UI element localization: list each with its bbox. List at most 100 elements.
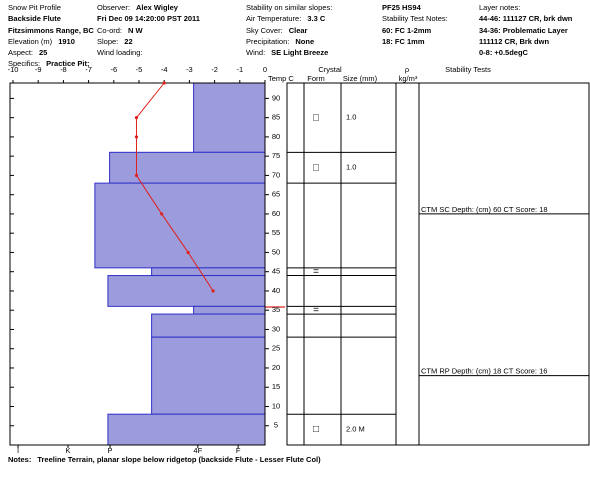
plot-frame xyxy=(9,82,266,446)
field-value: 3.3 C xyxy=(307,14,326,23)
field-value: Fri Dec 09 14:20:00 PST 2011 xyxy=(97,14,200,23)
temperature-point xyxy=(211,289,215,293)
temp-tick-label: -10 xyxy=(8,65,19,74)
hardness-bar xyxy=(151,313,266,338)
field-label: Observer: xyxy=(97,3,130,12)
stability-test: CTM RP Depth: (cm) 18 CT Score: 16 xyxy=(421,367,547,376)
field-value: 60: FC 1-2mm xyxy=(382,26,432,35)
hardness-bar xyxy=(151,336,266,415)
temp-tick-label: -9 xyxy=(35,65,42,74)
field-label: Stability on similar slopes: xyxy=(246,3,332,12)
depth-tick-label: 55 xyxy=(272,228,280,237)
field-label: Specifics: xyxy=(8,59,40,68)
column-header: Size (mm) xyxy=(343,74,378,83)
temp-tick-label: -8 xyxy=(60,65,67,74)
hardness-bar xyxy=(94,182,266,269)
depth-tick-label: 50 xyxy=(272,247,280,256)
field-label: Sky Cover: xyxy=(246,26,283,35)
field-label: Co-ord: xyxy=(97,26,122,35)
grain-form: □ xyxy=(313,424,319,435)
temperature-point xyxy=(134,116,139,120)
temp-tick-label: -5 xyxy=(136,65,143,74)
temp-tick-label: -4 xyxy=(161,65,168,74)
depth-tick-label: 5 xyxy=(274,421,278,430)
field-value: Clear xyxy=(289,26,308,35)
hardness-bar xyxy=(109,151,266,184)
temperature-point xyxy=(186,250,190,255)
stability-test: CTM SC Depth: (cm) 60 CT Score: 18 xyxy=(421,205,548,214)
grain-size: 1.0 xyxy=(346,163,356,172)
depth-tick-label: 30 xyxy=(272,324,280,333)
temp-tick-label: -1 xyxy=(236,65,243,74)
depth-tick-label: 85 xyxy=(272,113,280,122)
field-label: Air Temperature: xyxy=(246,14,301,23)
grain-form: = xyxy=(313,266,319,277)
depth-tick-label: 25 xyxy=(272,344,280,353)
field-value: Alex Wigley xyxy=(136,3,179,12)
field-value: 18: FC 1mm xyxy=(382,37,425,46)
field-label: Snow Pit Profile xyxy=(8,3,61,12)
depth-tick-label: 90 xyxy=(272,93,280,102)
hardness-tick-label: F xyxy=(236,446,241,455)
field-value: None xyxy=(295,37,314,46)
grain-form: □ xyxy=(313,162,319,173)
temp-tick-label: -3 xyxy=(186,65,193,74)
depth-tick-label: 80 xyxy=(272,132,280,141)
depth-tick-label: 35 xyxy=(272,305,280,314)
temperature-point xyxy=(162,81,166,85)
field-value: 1910 xyxy=(58,37,75,46)
depth-tick-label: 75 xyxy=(272,151,280,160)
temp-tick-label: -7 xyxy=(85,65,92,74)
field-value: Fitzsimmons Range, BC xyxy=(8,26,94,35)
hardness-tick-label: I xyxy=(17,446,19,455)
depth-tick-label: 70 xyxy=(272,170,280,179)
footer-label: Notes: xyxy=(8,455,31,464)
field-value: 44-46: 111127 CR, brk dwn xyxy=(479,14,573,23)
column-header: ρ xyxy=(405,65,409,74)
column-header: Stability Tests xyxy=(445,65,491,74)
grain-size: 2.0 M xyxy=(346,425,365,434)
field-label: Precipitation: xyxy=(246,37,289,46)
hardness-bar xyxy=(151,267,266,277)
field-label: Slope: xyxy=(97,37,118,46)
depth-tick-label: 45 xyxy=(272,267,280,276)
field-value: PF25 HS94 xyxy=(382,3,422,12)
temperature-point xyxy=(160,212,164,216)
field-label: Wind: xyxy=(246,48,265,57)
field-label: Wind loading: xyxy=(97,48,142,57)
hardness-bar xyxy=(193,305,266,315)
hardness-bar xyxy=(107,275,266,307)
depth-tick-label: 15 xyxy=(272,382,280,391)
hardness-bar xyxy=(193,82,266,153)
field-value: 22 xyxy=(124,37,132,46)
temp-tick-label: 0 xyxy=(263,65,267,74)
temperature-point xyxy=(134,135,139,139)
depth-tick-label: 65 xyxy=(272,190,280,199)
field-value: 25 xyxy=(39,48,47,57)
temp-tick-label: -6 xyxy=(110,65,117,74)
hardness-bar xyxy=(107,413,266,446)
column-header: Form xyxy=(307,74,325,83)
depth-tick-label: 60 xyxy=(272,209,280,218)
hardness-tick-label: P xyxy=(108,446,113,455)
hardness-tick-label: 4F xyxy=(193,446,202,455)
field-label: Stability Test Notes: xyxy=(382,14,448,23)
field-value: 111112 CR, Brk dwn xyxy=(479,37,549,46)
column-header: Crystal xyxy=(318,65,342,74)
depth-tick-label: 40 xyxy=(272,286,280,295)
field-label: Elevation (m) xyxy=(8,37,53,46)
depth-tick-label: 20 xyxy=(272,363,280,372)
temp-tick-label: -2 xyxy=(211,65,218,74)
temperature-point xyxy=(134,173,139,178)
hardness-tick-label: K xyxy=(66,446,71,455)
field-label: Layer notes: xyxy=(479,3,520,12)
field-value: Practice Pit; xyxy=(46,59,89,68)
field-value: Backside Flute xyxy=(8,14,61,23)
table-frame xyxy=(286,82,590,446)
grain-form: □ xyxy=(313,112,319,123)
column-header: kg/m³ xyxy=(399,74,418,83)
depth-tick-label: 10 xyxy=(272,401,280,410)
field-value: N W xyxy=(128,26,144,35)
grain-size: 1.0 xyxy=(346,113,356,122)
